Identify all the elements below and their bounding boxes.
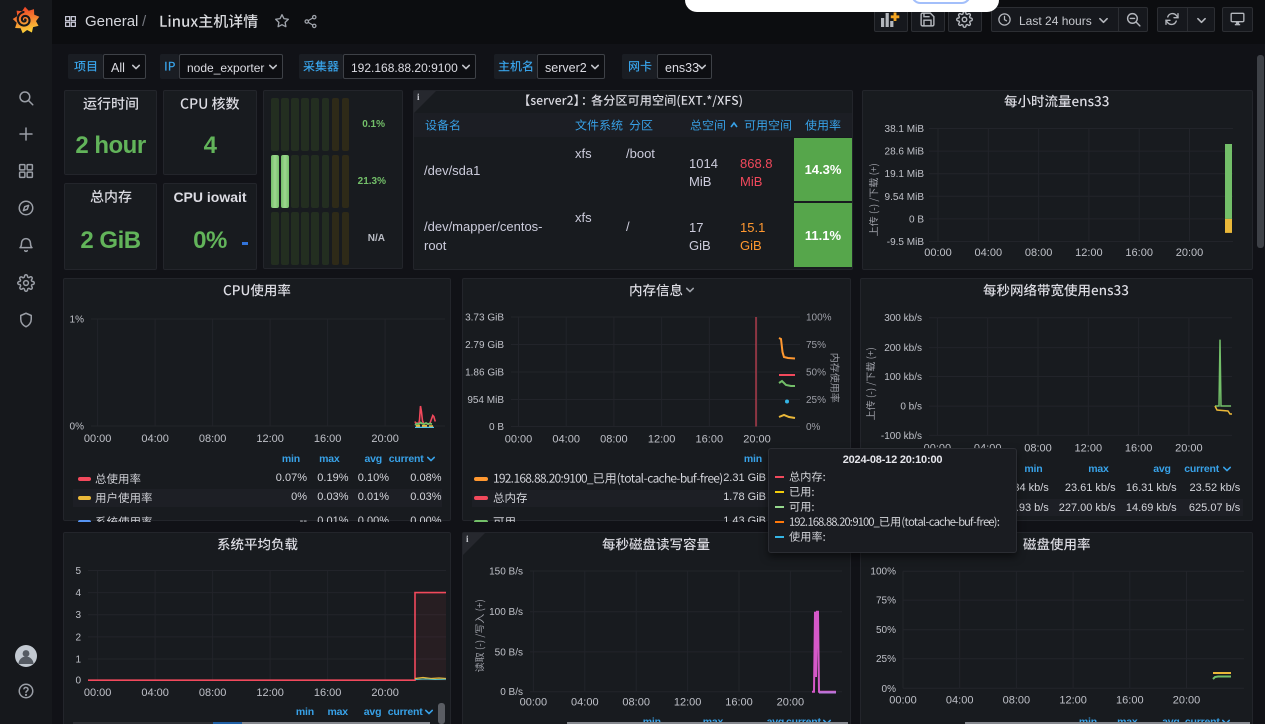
svg-text:-9.5 MiB: -9.5 MiB — [887, 237, 925, 248]
svg-text:150 B/s: 150 B/s — [489, 567, 523, 578]
svg-text:50%: 50% — [806, 368, 826, 379]
svg-text:75%: 75% — [806, 340, 826, 351]
svg-text:3: 3 — [75, 610, 81, 621]
svg-text:20:00: 20:00 — [743, 434, 771, 446]
svg-text:2.79 GiB: 2.79 GiB — [465, 340, 504, 351]
svg-text:100 B/s: 100 B/s — [489, 607, 523, 618]
svg-text:1.86 GiB: 1.86 GiB — [465, 368, 504, 379]
svg-text:00:00: 00:00 — [924, 247, 952, 259]
svg-text:20:00: 20:00 — [371, 687, 399, 699]
svg-text:16:00: 16:00 — [696, 434, 724, 446]
svg-text:4: 4 — [75, 588, 81, 599]
svg-text:04:00: 04:00 — [571, 697, 599, 709]
svg-text:50%: 50% — [876, 625, 896, 636]
svg-text:100%: 100% — [806, 313, 832, 324]
svg-text:1%: 1% — [70, 315, 85, 326]
svg-text:16:00: 16:00 — [314, 433, 342, 445]
svg-text:1: 1 — [75, 655, 81, 666]
svg-text:954 MiB: 954 MiB — [467, 395, 504, 406]
svg-text:20:00: 20:00 — [371, 433, 399, 445]
svg-text:19.1 MiB: 19.1 MiB — [885, 169, 925, 180]
svg-text:-100 kb/s: -100 kb/s — [881, 431, 922, 442]
svg-text:0 B/s: 0 B/s — [500, 687, 523, 698]
svg-text:12:00: 12:00 — [256, 433, 284, 445]
svg-text:08:00: 08:00 — [1025, 247, 1053, 259]
svg-text:16:00: 16:00 — [1116, 694, 1144, 706]
svg-text:00:00: 00:00 — [84, 687, 112, 699]
svg-text:0 B: 0 B — [489, 422, 504, 433]
svg-text:12:00: 12:00 — [256, 687, 284, 699]
svg-text:25%: 25% — [876, 654, 896, 665]
svg-text:0: 0 — [75, 676, 81, 687]
svg-text:00:00: 00:00 — [505, 434, 533, 446]
svg-text:16:00: 16:00 — [314, 687, 342, 699]
svg-text:50 B/s: 50 B/s — [495, 647, 523, 658]
svg-text:38.1 MiB: 38.1 MiB — [885, 124, 925, 135]
svg-text:28.6 MiB: 28.6 MiB — [885, 147, 925, 158]
svg-text:12:00: 12:00 — [1059, 694, 1087, 706]
svg-text:0 B: 0 B — [909, 214, 924, 225]
svg-text:20:00: 20:00 — [1176, 247, 1204, 259]
svg-text:25%: 25% — [806, 395, 826, 406]
svg-text:16:00: 16:00 — [725, 697, 753, 709]
svg-text:04:00: 04:00 — [141, 433, 169, 445]
svg-text:00:00: 00:00 — [520, 697, 548, 709]
svg-text:04:00: 04:00 — [552, 434, 580, 446]
svg-text:75%: 75% — [876, 596, 896, 607]
svg-text:12:00: 12:00 — [1075, 247, 1103, 259]
svg-text:100 kb/s: 100 kb/s — [884, 372, 922, 383]
svg-text:0%: 0% — [70, 422, 85, 433]
svg-text:100%: 100% — [870, 567, 896, 578]
svg-text:16:00: 16:00 — [1125, 442, 1153, 454]
svg-text:12:00: 12:00 — [1075, 442, 1103, 454]
svg-text:08:00: 08:00 — [199, 433, 227, 445]
svg-text:200 kb/s: 200 kb/s — [884, 343, 922, 354]
svg-text:0 b/s: 0 b/s — [900, 402, 922, 413]
svg-text:00:00: 00:00 — [889, 694, 917, 706]
svg-text:04:00: 04:00 — [946, 694, 974, 706]
svg-text:08:00: 08:00 — [1003, 694, 1031, 706]
svg-text:20:00: 20:00 — [1175, 442, 1203, 454]
svg-text:0%: 0% — [882, 684, 897, 695]
svg-text:04:00: 04:00 — [141, 687, 169, 699]
svg-text:08:00: 08:00 — [1024, 442, 1052, 454]
svg-text:00:00: 00:00 — [84, 433, 112, 445]
svg-text:12:00: 12:00 — [674, 697, 702, 709]
svg-text:20:00: 20:00 — [777, 697, 805, 709]
svg-text:5: 5 — [75, 566, 81, 577]
svg-text:08:00: 08:00 — [600, 434, 628, 446]
svg-text:300 kb/s: 300 kb/s — [884, 313, 922, 324]
svg-text:16:00: 16:00 — [1125, 247, 1153, 259]
svg-text:0%: 0% — [806, 422, 821, 433]
svg-text:08:00: 08:00 — [622, 697, 650, 709]
svg-text:20:00: 20:00 — [1173, 694, 1201, 706]
svg-text:2: 2 — [75, 632, 81, 643]
svg-text:08:00: 08:00 — [199, 687, 227, 699]
svg-text:04:00: 04:00 — [975, 247, 1003, 259]
svg-text:12:00: 12:00 — [648, 434, 676, 446]
svg-text:3.73 GiB: 3.73 GiB — [465, 313, 504, 324]
svg-text:9.54 MiB: 9.54 MiB — [885, 192, 925, 203]
